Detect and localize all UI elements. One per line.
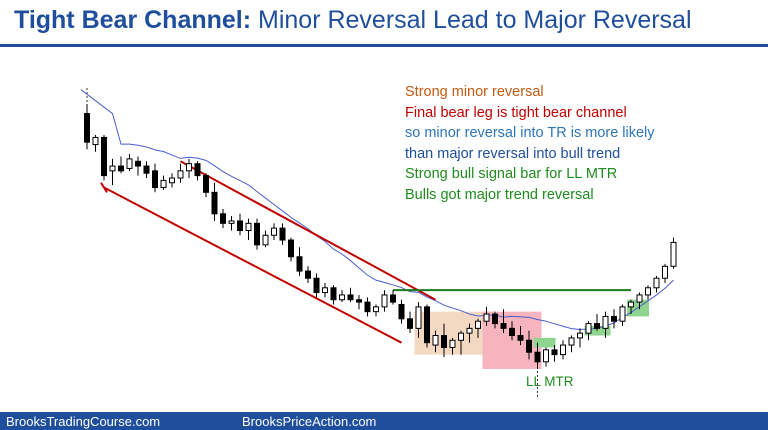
candle-body: [135, 160, 141, 167]
candle-body: [356, 299, 362, 303]
candle-body: [160, 179, 167, 189]
chart-title-bold: Tight Bear Channel:: [14, 6, 252, 34]
candle-body: [492, 313, 498, 325]
candle-body: [534, 351, 541, 363]
price-chart: [80, 88, 677, 399]
candle-body: [118, 165, 124, 172]
candle-body: [517, 335, 524, 341]
candle-body: [500, 323, 507, 329]
candle-body: [560, 344, 566, 356]
candle-body: [398, 303, 405, 320]
bull-highlight-2: [584, 325, 611, 336]
candle-body: [424, 306, 430, 344]
candle-body: [211, 191, 218, 215]
candle-body: [568, 337, 575, 346]
candle-body: [373, 306, 379, 313]
note-line-4: than major reversal into bull trend: [405, 145, 621, 162]
channel-upper-line: [180, 160, 436, 301]
note-line-3: so minor reversal into TR is more likely: [405, 125, 655, 141]
candle-body: [347, 294, 354, 301]
candle-body: [594, 323, 600, 329]
candle-body: [262, 234, 269, 246]
moving-average-line: [80, 89, 674, 331]
candle-body: [271, 227, 277, 236]
candle-body: [526, 339, 532, 353]
candle-body: [339, 294, 345, 301]
bull-highlight-1: [533, 337, 556, 348]
candle-body: [220, 213, 226, 224]
candle-body: [279, 227, 286, 241]
candle-body: [466, 327, 473, 334]
candle-body: [296, 256, 303, 272]
ll-mtr-label: LL MTR: [526, 374, 574, 389]
note-line-1: Strong minor reversal: [405, 84, 544, 100]
annotation-notes: Strong minor reversal Final bear leg is t…: [405, 82, 655, 205]
candle-body: [305, 270, 311, 279]
candle-body: [186, 163, 192, 172]
candle-body: [245, 222, 252, 232]
candle-body: [432, 335, 439, 346]
candle-body: [169, 177, 175, 184]
candle-body: [203, 175, 209, 193]
candle-body: [194, 163, 201, 177]
candle-body: [551, 349, 558, 356]
candle-body: [364, 301, 371, 313]
candle-body: [407, 318, 413, 329]
chart-title: Tight Bear Channel: Minor Reversal Lead …: [14, 6, 692, 35]
candle-body: [628, 301, 634, 308]
footer-bar: BrooksTradingCourse.com BrooksPriceActio…: [0, 412, 768, 430]
candle-body: [662, 265, 668, 279]
note-line-6: Bulls got major trend reversal: [405, 186, 594, 203]
channel-lower-line: [103, 186, 402, 344]
note-line-5: Strong bull signal bar for LL MTR: [405, 166, 618, 182]
candle-body: [441, 335, 447, 348]
candle-body: [636, 294, 643, 303]
candle-body: [92, 136, 99, 146]
candle-body: [611, 315, 617, 322]
candle-body: [585, 323, 592, 334]
candle-body: [475, 320, 481, 329]
candle-body: [381, 294, 388, 308]
candle-body: [254, 222, 260, 246]
note-line-2: Final bear leg is tight bear channel: [405, 104, 627, 121]
candle-body: [602, 315, 609, 329]
footer-right-link[interactable]: BrooksPriceAction.com: [242, 414, 377, 429]
candle-body: [126, 158, 133, 169]
candle-body: [322, 287, 328, 294]
candle-body: [415, 306, 422, 329]
candle-body: [84, 113, 90, 143]
candle-body: [645, 287, 651, 296]
candle-body: [577, 332, 583, 339]
candle-body: [330, 287, 337, 301]
candle-body: [449, 339, 456, 348]
candle-body: [653, 277, 660, 289]
footer-left-link[interactable]: BrooksTradingCourse.com: [6, 414, 161, 429]
candle-body: [390, 294, 396, 303]
candle-body: [101, 136, 107, 177]
candle-body: [670, 241, 677, 267]
title-bar: Tight Bear Channel: Minor Reversal Lead …: [0, 0, 768, 47]
candle-body: [109, 165, 116, 172]
candle-body: [228, 220, 235, 224]
candle-body: [288, 239, 294, 258]
candle-body: [177, 170, 184, 179]
channel-lower-cap: [100, 182, 108, 193]
chart-title-rest: Minor Reversal Lead to Major Reversal: [251, 6, 692, 34]
candle-body: [483, 313, 490, 322]
candle-body: [543, 349, 549, 363]
candle-body: [458, 332, 464, 341]
candle-body: [152, 170, 158, 189]
candle-body: [313, 277, 320, 294]
candle-body: [237, 220, 243, 232]
candle-body: [509, 327, 515, 337]
candle-body: [143, 165, 150, 174]
candle-body: [619, 306, 626, 322]
